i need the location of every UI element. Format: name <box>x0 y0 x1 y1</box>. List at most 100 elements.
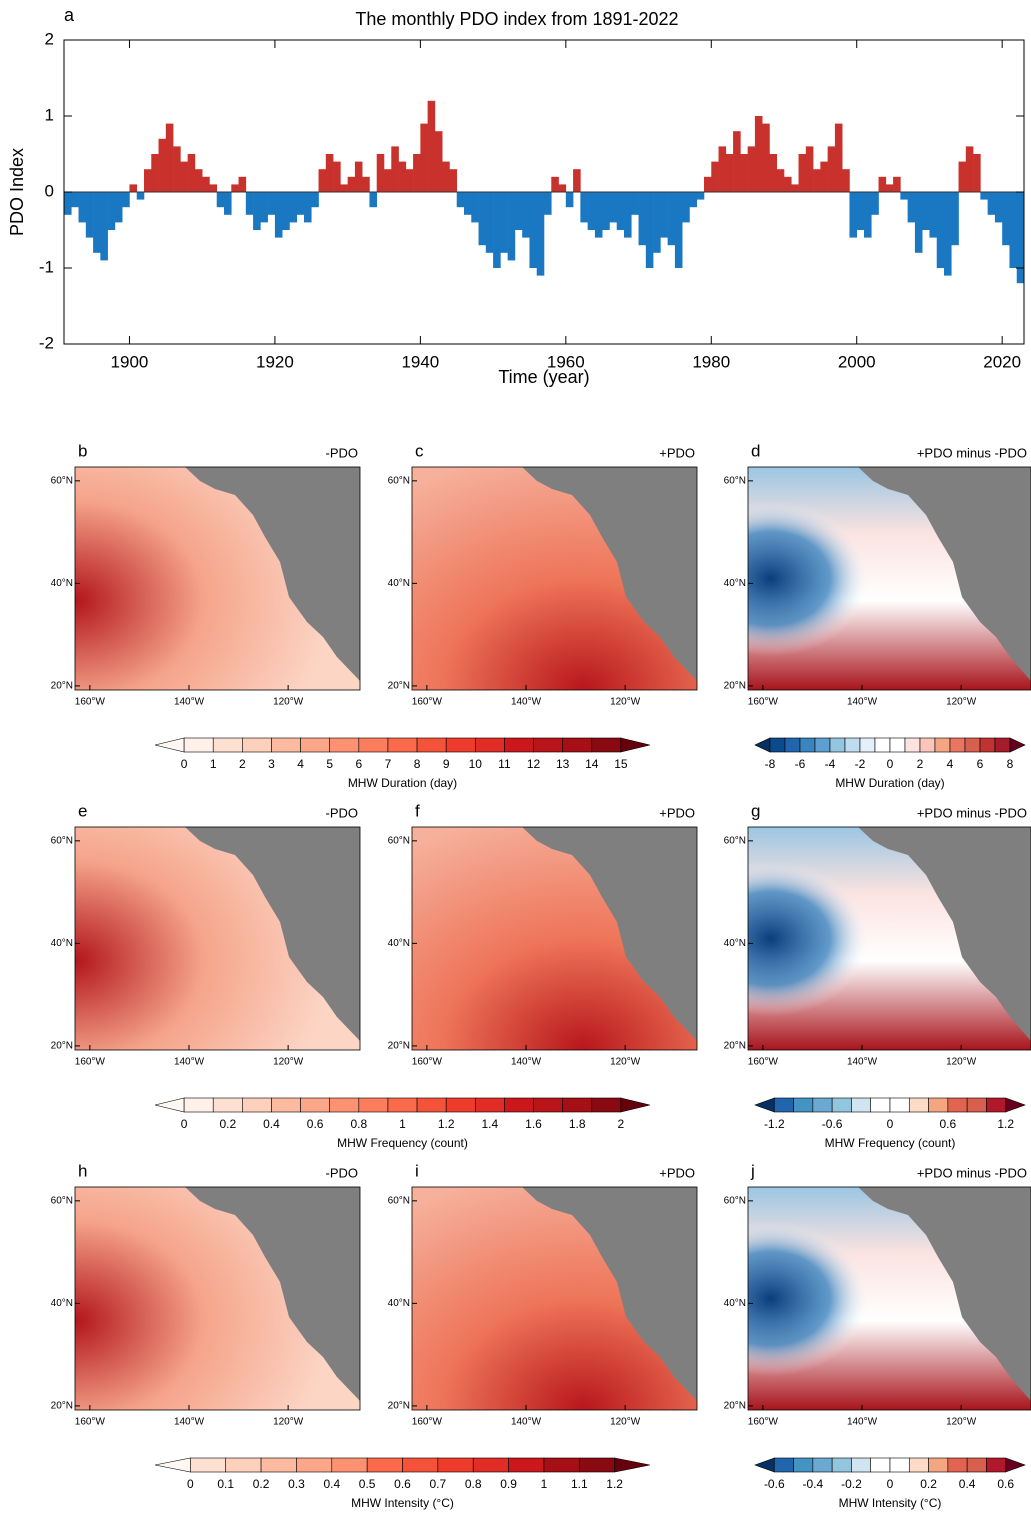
bar <box>122 192 130 208</box>
bar <box>413 154 421 192</box>
bar <box>900 192 908 200</box>
colorbar-tick-label: 1.2 <box>997 1117 1014 1131</box>
bar <box>464 192 472 215</box>
bar <box>398 161 407 192</box>
bar <box>820 161 828 192</box>
bar <box>762 123 770 192</box>
lat-label: 20°N <box>388 1041 410 1052</box>
lat-label: 60°N <box>51 475 73 486</box>
colorbar-tick-label: 2 <box>618 1117 625 1131</box>
colorbar-swatch <box>474 737 505 753</box>
lon-label: 160°W <box>412 1417 443 1428</box>
ocean-field <box>412 467 697 690</box>
bar <box>565 192 574 208</box>
colorbar-tick-label: 0.9 <box>500 1477 517 1491</box>
bar <box>136 192 145 200</box>
bar <box>325 154 334 192</box>
bar <box>376 154 385 192</box>
map-frame <box>411 466 698 691</box>
colorbar-tick-label: 0.5 <box>359 1477 376 1491</box>
colorbar-swatch <box>928 1097 949 1113</box>
colorbar-swatch <box>154 737 185 753</box>
bar <box>747 146 756 192</box>
panel-title: -PDO <box>326 1165 359 1180</box>
colorbar-swatch <box>329 737 360 753</box>
bar <box>238 176 247 192</box>
colorbar-swatch <box>533 737 563 753</box>
colorbar-swatch <box>889 1457 910 1473</box>
colorbar-title: MHW Intensity (°C) <box>839 1496 942 1510</box>
colorbar-swatch <box>591 737 622 753</box>
lon-label: 140°W <box>174 697 205 708</box>
bar <box>1009 192 1018 268</box>
colorbar-tick-label: -6 <box>795 757 806 771</box>
chart-title: The monthly PDO index from 1891-2022 <box>355 9 678 29</box>
colorbar-title: MHW Frequency (count) <box>337 1136 468 1150</box>
bar <box>1016 192 1025 284</box>
lon-label: 120°W <box>610 1057 641 1068</box>
lat-label: 60°N <box>724 835 746 846</box>
colorbar-swatch <box>994 737 1011 753</box>
bar <box>674 192 683 268</box>
lon-label: 140°W <box>174 1417 205 1428</box>
colorbar-swatch <box>445 737 476 753</box>
colorbar-swatch <box>908 1457 929 1473</box>
colorbar-tick-label: 15 <box>614 757 628 771</box>
bar <box>529 192 538 268</box>
map-frame <box>74 466 361 691</box>
lon-label: 140°W <box>511 1417 542 1428</box>
colorbar-swatch <box>754 1097 775 1113</box>
bar <box>587 192 596 230</box>
colorbar-tick-label: 0.2 <box>219 1117 236 1131</box>
colorbar-swatch <box>271 1097 301 1113</box>
x-tick-label: 1920 <box>256 352 294 371</box>
colorbar-tick-label: 14 <box>585 757 599 771</box>
colorbar-swatch <box>591 1097 622 1113</box>
colorbar-tick-label: 0.6 <box>940 1117 957 1131</box>
lon-label: 120°W <box>946 1417 977 1428</box>
colorbar-title: MHW Intensity (°C) <box>351 1496 454 1510</box>
colorbar-tick-label: 0.1 <box>217 1477 234 1491</box>
colorbar-swatch <box>504 737 534 753</box>
map-frame <box>74 1186 361 1411</box>
colorbar-tick-label: 0.4 <box>959 1477 976 1491</box>
lat-label: 20°N <box>724 681 746 692</box>
bar <box>85 192 94 238</box>
bar <box>827 146 836 192</box>
lat-label: 40°N <box>388 1298 410 1309</box>
colorbar-tick-label: -8 <box>765 757 776 771</box>
bar <box>173 146 181 192</box>
lon-label: 120°W <box>610 697 641 708</box>
bar <box>187 154 196 192</box>
bar <box>369 192 378 208</box>
colorbar-swatch <box>831 1457 852 1473</box>
bar <box>340 184 348 192</box>
colorbar-swatch <box>508 1457 545 1473</box>
lon-label: 160°W <box>412 1057 443 1068</box>
bar <box>893 176 901 192</box>
colorbar-tick-label: 1.4 <box>482 1117 499 1131</box>
map-frame <box>747 1186 1031 1411</box>
bar <box>914 192 923 253</box>
x-tick-label: 1980 <box>692 352 730 371</box>
bar <box>638 192 647 246</box>
bar <box>645 192 654 268</box>
colorbar-swatch <box>908 1097 929 1113</box>
colorbar-swatch <box>504 1097 534 1113</box>
colorbar-swatch <box>754 1457 775 1473</box>
bar <box>624 192 632 238</box>
bar <box>347 176 356 192</box>
y-tick-label: 0 <box>45 181 54 200</box>
bar <box>951 192 959 246</box>
colorbar-swatch <box>831 1097 852 1113</box>
bar <box>725 154 734 192</box>
colorbar-tick-label: 11 <box>498 757 511 771</box>
colorbar-swatch <box>329 1097 360 1113</box>
colorbar-swatch <box>562 737 593 753</box>
bar <box>245 192 254 215</box>
colorbar-tick-label: 1 <box>399 1117 406 1131</box>
colorbar-swatch <box>1009 737 1026 753</box>
colorbar-swatch <box>889 737 906 753</box>
colorbar-swatch <box>190 1457 227 1473</box>
